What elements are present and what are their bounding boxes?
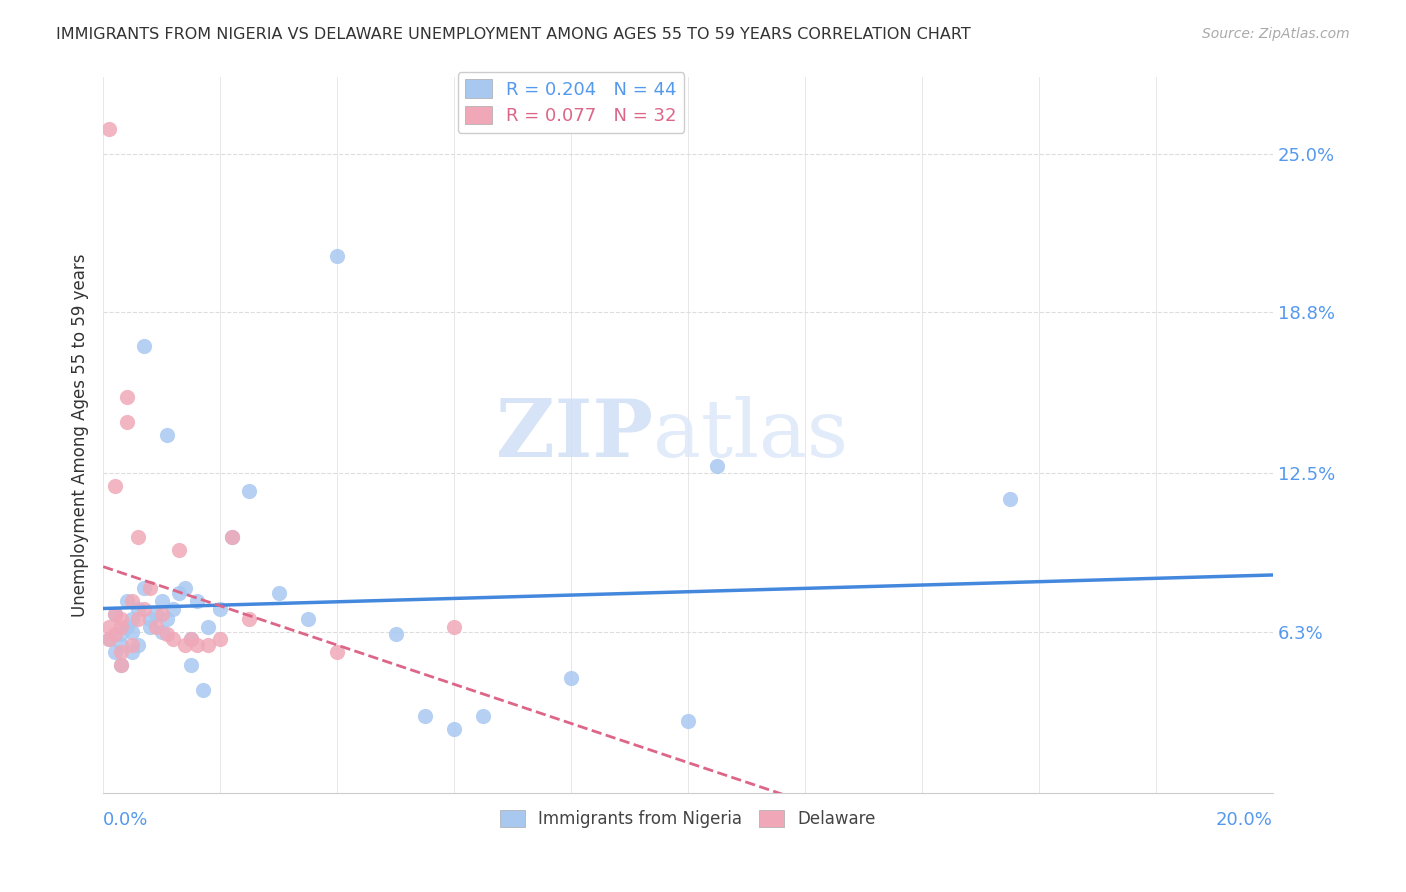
Point: [150, 624, 173, 639]
Point: [132, 582, 155, 596]
Point: [139, 619, 162, 633]
Point: [238, 612, 260, 626]
Point: [180, 632, 202, 647]
Y-axis label: Unemployment Among Ages 55 to 59 years: Unemployment Among Ages 55 to 59 years: [72, 253, 89, 616]
Text: 0.0%: 0.0%: [103, 811, 149, 829]
Point: [197, 638, 219, 652]
Point: [115, 594, 138, 608]
Point: [297, 612, 319, 626]
Point: [127, 601, 149, 615]
Text: ZIP: ZIP: [496, 396, 652, 474]
Point: [127, 638, 149, 652]
Point: [180, 632, 202, 647]
Point: [384, 627, 406, 641]
Point: [127, 612, 149, 626]
Point: [326, 645, 349, 659]
Point: [191, 683, 214, 698]
Point: [98, 619, 121, 633]
Point: [209, 632, 232, 647]
Point: [167, 586, 190, 600]
Point: [98, 632, 121, 647]
Point: [139, 612, 162, 626]
Point: [98, 632, 121, 647]
Point: [162, 601, 184, 615]
Legend: Immigrants from Nigeria, Delaware: Immigrants from Nigeria, Delaware: [494, 803, 883, 834]
Point: [110, 619, 132, 633]
Point: [115, 619, 138, 633]
Text: IMMIGRANTS FROM NIGERIA VS DELAWARE UNEMPLOYMENT AMONG AGES 55 TO 59 YEARS CORRE: IMMIGRANTS FROM NIGERIA VS DELAWARE UNEM…: [56, 27, 972, 42]
Point: [267, 586, 290, 600]
Point: [156, 428, 179, 442]
Point: [110, 638, 132, 652]
Point: [238, 484, 260, 499]
Point: [132, 338, 155, 352]
Point: [998, 491, 1021, 506]
Point: [110, 657, 132, 672]
Point: [706, 458, 728, 473]
Point: [115, 390, 138, 404]
Point: [104, 627, 127, 641]
Point: [156, 627, 179, 641]
Point: [104, 607, 127, 621]
Text: 20.0%: 20.0%: [1216, 811, 1272, 829]
Point: [180, 657, 202, 672]
Point: [104, 645, 127, 659]
Point: [443, 722, 465, 736]
Point: [221, 530, 243, 544]
Point: [121, 624, 143, 639]
Point: [127, 530, 149, 544]
Point: [186, 594, 208, 608]
Point: [472, 709, 495, 723]
Point: [162, 632, 184, 647]
Point: [139, 582, 162, 596]
Point: [443, 619, 465, 633]
Point: [145, 619, 167, 633]
Point: [121, 612, 143, 626]
Point: [150, 594, 173, 608]
Point: [197, 619, 219, 633]
Point: [121, 638, 143, 652]
Point: [209, 601, 232, 615]
Point: [560, 671, 582, 685]
Point: [156, 612, 179, 626]
Point: [104, 607, 127, 621]
Point: [132, 601, 155, 615]
Point: [110, 627, 132, 641]
Point: [115, 415, 138, 429]
Point: [150, 607, 173, 621]
Point: [174, 582, 197, 596]
Point: [121, 645, 143, 659]
Point: [186, 638, 208, 652]
Point: [676, 714, 699, 728]
Point: [110, 612, 132, 626]
Point: [104, 479, 127, 493]
Point: [110, 657, 132, 672]
Point: [121, 594, 143, 608]
Point: [413, 709, 436, 723]
Point: [174, 638, 197, 652]
Text: atlas: atlas: [652, 396, 848, 474]
Point: [167, 543, 190, 558]
Point: [326, 249, 349, 263]
Point: [145, 607, 167, 621]
Point: [221, 530, 243, 544]
Point: [110, 645, 132, 659]
Text: Source: ZipAtlas.com: Source: ZipAtlas.com: [1202, 27, 1350, 41]
Point: [98, 121, 121, 136]
